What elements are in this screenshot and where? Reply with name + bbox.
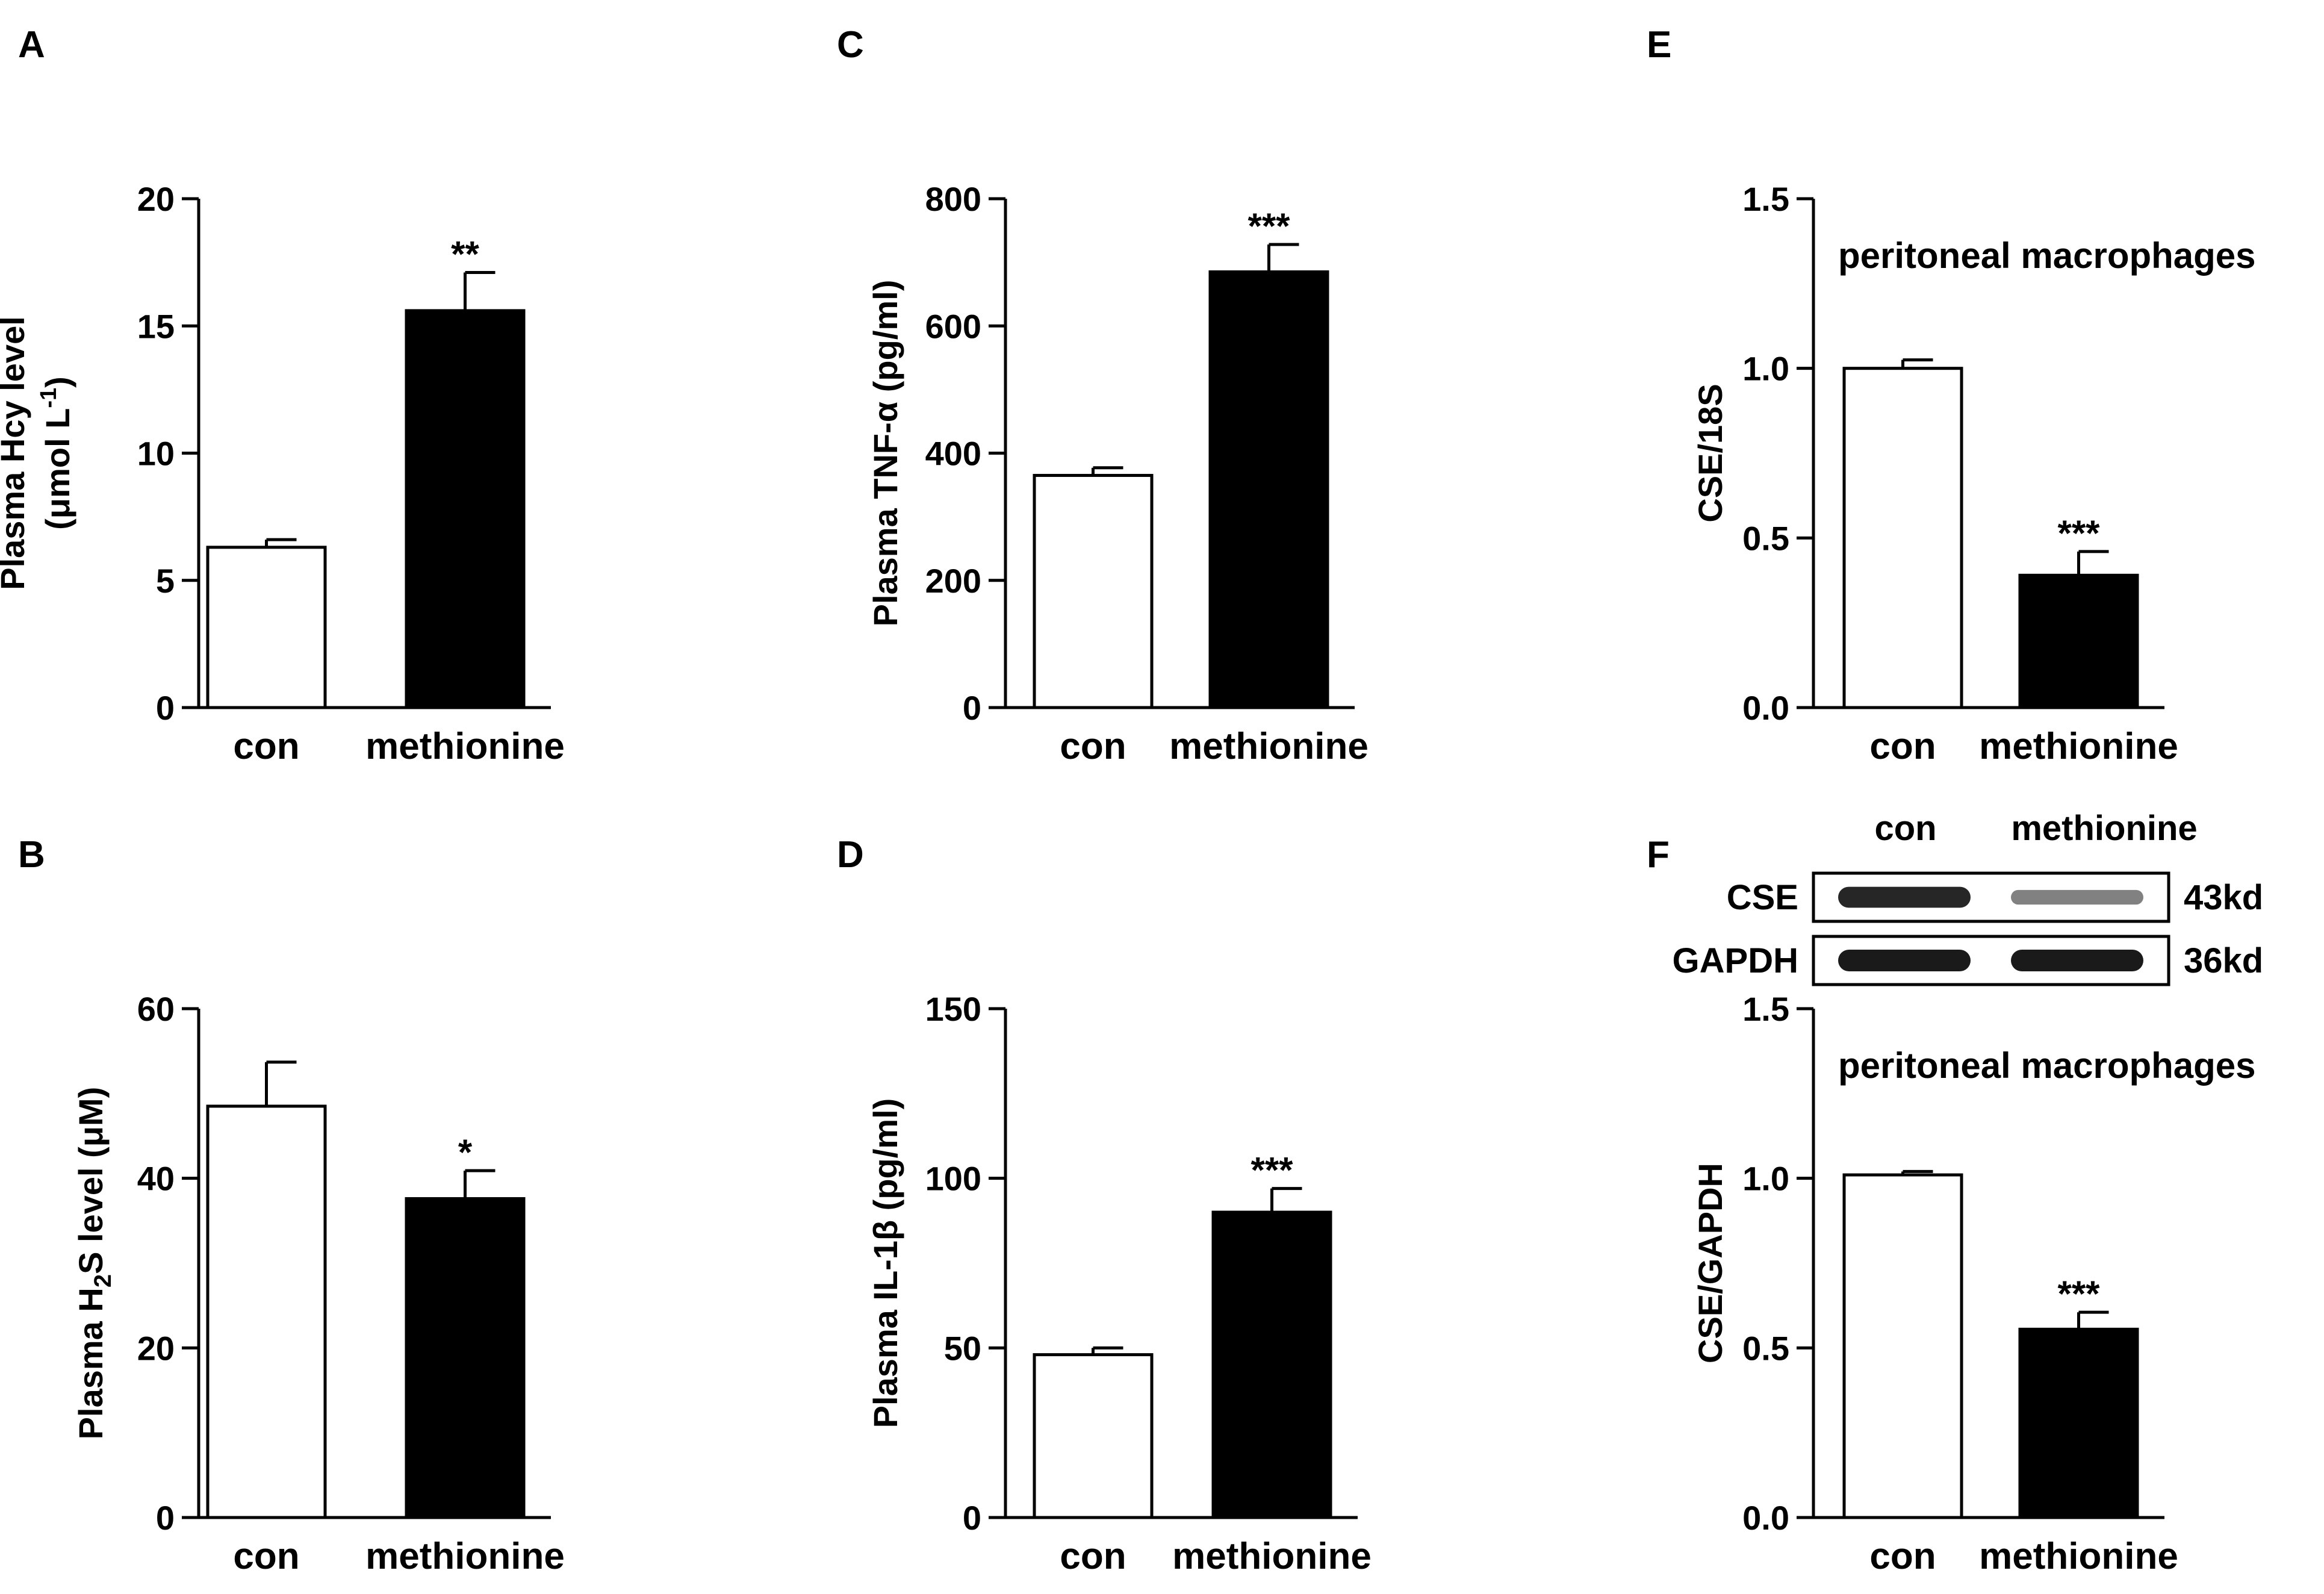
panel-f: F 0.0 0.5 1.0 1.5 con *** methionine peritoneal …: [1647, 834, 2256, 1577]
panel-letter: B: [18, 834, 45, 876]
y-axis-label: Plasma IL-1β (pg/ml): [866, 1098, 904, 1428]
y-tick-label: 400: [925, 435, 981, 473]
blot-protein-label: GAPDH: [1673, 941, 1798, 980]
y-tick-label: 0.0: [1742, 1499, 1789, 1537]
y-axis-label-line1: Plasma Hcy level: [0, 316, 31, 590]
blot-lane-label: methionine: [2011, 809, 2197, 848]
y-tick-label: 0: [963, 1499, 981, 1537]
blot-band: [1838, 950, 1971, 971]
y-axis-label: Plasma H2S level (μM): [72, 1087, 116, 1440]
y-tick-label: 0: [156, 689, 175, 727]
bar-methionine: [1208, 270, 1329, 709]
y-tick-label: 15: [137, 307, 175, 345]
panel-b: B 0 20 40 60 con * methionine Plasma H2S level (…: [18, 834, 565, 1577]
annotation-label: peritoneal macrophages: [1838, 1045, 2256, 1086]
panel-c: C 0 200 400 600 800 con *** methionine Plasma TNF…: [837, 24, 1369, 767]
bar-con: [1033, 473, 1154, 709]
x-category-label: con: [1869, 1536, 1936, 1577]
y-tick-label: 0: [963, 689, 981, 727]
y-axis-label: Plasma Hcy level (μmol L-1): [0, 316, 76, 590]
y-tick-label: 20: [137, 180, 175, 218]
y-axis-label: CSE/GAPDH: [1691, 1163, 1729, 1363]
bar-con: [1842, 367, 1963, 709]
y-tick-label: 150: [925, 990, 981, 1028]
x-category-label: methionine: [1979, 726, 2178, 767]
y-tick-label: 1.5: [1742, 180, 1789, 218]
x-category-label: con: [233, 726, 299, 767]
y-tick-label: 800: [925, 180, 981, 218]
significance-label: ***: [2057, 513, 2100, 553]
x-category-label: methionine: [1979, 1536, 2178, 1577]
panel-letter: E: [1647, 24, 1671, 66]
panel-d: D 0 50 100 150 con *** methionine Plasma IL-1β (…: [837, 834, 1372, 1577]
panel-letter: D: [837, 834, 864, 876]
y-axis-label-sup: -1: [36, 388, 61, 408]
y-tick-label: 0.5: [1742, 1329, 1789, 1367]
y-tick-label: 1.0: [1742, 350, 1789, 388]
y-tick-label: 5: [156, 562, 175, 600]
blot-band: [2011, 889, 2143, 905]
panel-letter: F: [1647, 834, 1670, 876]
x-category-label: methionine: [365, 1536, 565, 1577]
significance-label: ***: [2057, 1274, 2100, 1314]
y-axis-label-line2-end: ): [39, 376, 76, 388]
y-tick-label: 40: [137, 1160, 175, 1198]
x-category-label: con: [1060, 1536, 1126, 1577]
x-category-label: con: [1060, 726, 1126, 767]
panel-a: A 0 5 10 15 20 con ** methionine Plasma Hcy level…: [0, 24, 565, 767]
significance-label: ***: [1251, 1150, 1293, 1191]
y-tick-label: 60: [137, 990, 175, 1028]
bar-methionine: [1211, 1210, 1332, 1519]
western-blot: con methionine CSE 43kd GAPDH 36kd: [1673, 809, 2263, 986]
x-category-label: methionine: [365, 726, 565, 767]
significance-label: *: [458, 1132, 473, 1172]
bar-methionine: [2018, 1327, 2139, 1519]
y-axis-label-line2: (μmol L: [39, 408, 76, 530]
y-tick-label: 1.5: [1742, 990, 1789, 1028]
y-tick-label: 0.5: [1742, 519, 1789, 557]
x-category-label: con: [1869, 726, 1936, 767]
y-axis-label-post: S level (μM): [72, 1087, 110, 1274]
y-axis-label-sub: 2: [90, 1274, 116, 1287]
blot-protein-label: CSE: [1727, 878, 1798, 917]
bar-con: [1842, 1173, 1963, 1519]
y-tick-label: 20: [137, 1329, 175, 1367]
y-tick-label: 0: [156, 1499, 175, 1537]
bar-methionine: [405, 1197, 526, 1519]
bar-con: [206, 546, 327, 709]
blot-size-label: 43kd: [2184, 878, 2263, 917]
bar-methionine: [2018, 573, 2139, 709]
bar-methionine: [405, 309, 526, 709]
panel-e: E 0.0 0.5 1.0 1.5 con *** methionine peritoneal …: [1647, 24, 2256, 767]
x-category-label: methionine: [1172, 1536, 1372, 1577]
y-tick-label: 200: [925, 562, 981, 600]
y-tick-label: 10: [137, 435, 175, 473]
significance-label: **: [451, 234, 479, 275]
x-category-label: methionine: [1169, 726, 1369, 767]
y-tick-label: 1.0: [1742, 1160, 1789, 1198]
x-category-label: con: [233, 1536, 299, 1577]
blot-size-label: 36kd: [2184, 941, 2263, 980]
significance-label: ***: [1247, 206, 1290, 246]
y-tick-label: 100: [925, 1160, 981, 1198]
blot-lane-label: con: [1874, 809, 1936, 848]
y-tick-label: 600: [925, 307, 981, 345]
y-axis-label: Plasma TNF-α (pg/ml): [866, 280, 904, 627]
y-axis-label: CSE/18S: [1691, 384, 1729, 522]
y-tick-label: 0.0: [1742, 689, 1789, 727]
panel-letter: C: [837, 24, 864, 66]
blot-band: [2011, 950, 2143, 971]
bar-con: [206, 1104, 327, 1519]
y-axis-label-pre: Plasma H: [72, 1287, 110, 1439]
y-tick-label: 50: [944, 1329, 981, 1367]
bar-con: [1033, 1353, 1154, 1519]
annotation-label: peritoneal macrophages: [1838, 235, 2256, 276]
blot-band: [1838, 886, 1971, 908]
panel-letter: A: [18, 24, 45, 66]
